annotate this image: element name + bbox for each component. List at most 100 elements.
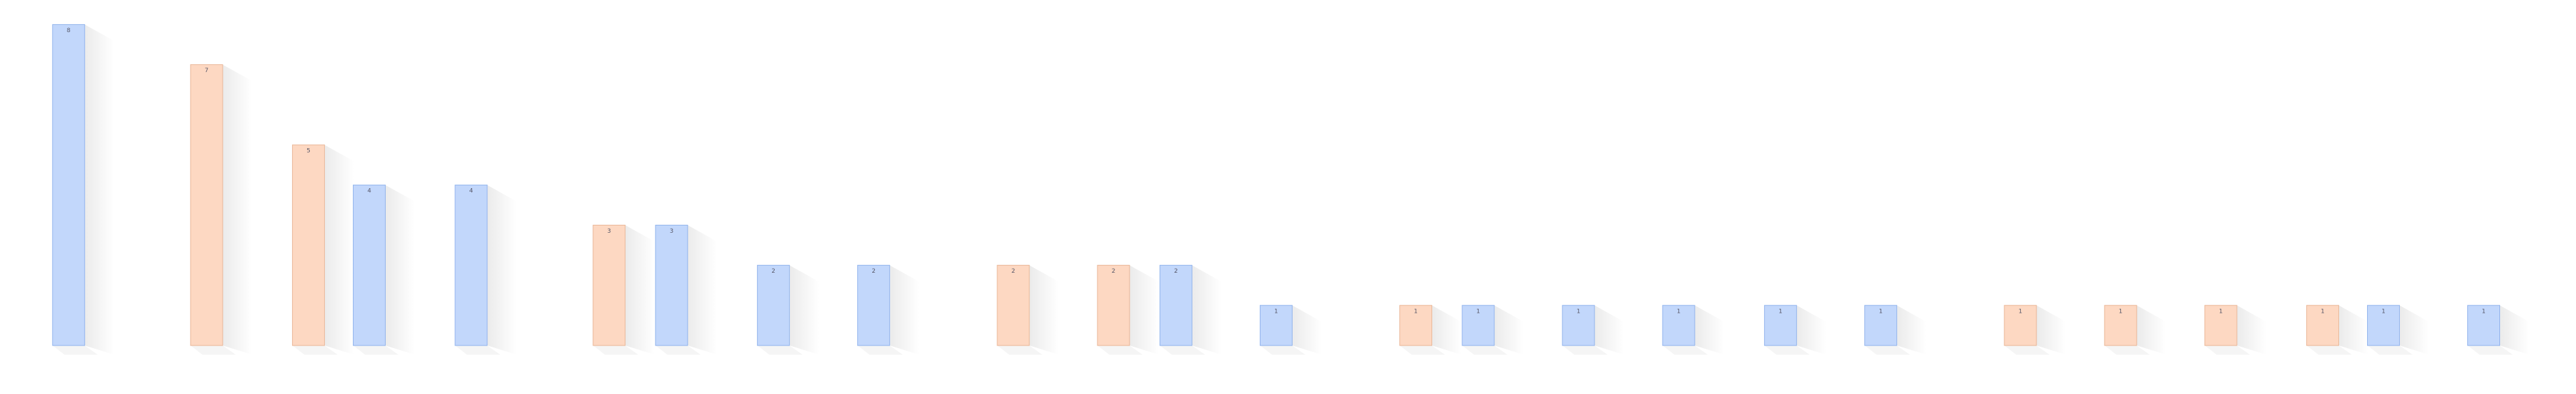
- value-label: 2: [1012, 268, 1016, 275]
- value-label: 1: [1274, 308, 1278, 315]
- bar: [292, 144, 325, 346]
- bar-shadow: [2004, 345, 2050, 355]
- bar-shadow: [191, 345, 236, 355]
- bar-shadow: [857, 345, 903, 355]
- bar: [2104, 305, 2137, 346]
- value-label: 1: [2019, 308, 2023, 315]
- bar-shadow: [454, 345, 500, 355]
- bar-shadow: [1562, 345, 1608, 355]
- value-label: 1: [2482, 308, 2486, 315]
- bar: [352, 184, 386, 346]
- bar-shadow: [52, 345, 98, 355]
- bar: [2366, 305, 2400, 346]
- bar-shadow: [1192, 265, 1222, 355]
- bar-shadow: [789, 265, 819, 355]
- value-label: 4: [469, 188, 473, 195]
- bar-shadow: [487, 185, 517, 355]
- bar: [1159, 265, 1192, 346]
- bar-shadow: [688, 225, 718, 355]
- bar-shadow: [625, 225, 655, 355]
- bar-shadow: [84, 24, 115, 355]
- bar-shadow: [1494, 305, 1524, 355]
- value-label: 2: [872, 268, 875, 275]
- bar: [593, 224, 626, 346]
- bar: [757, 265, 790, 346]
- bar-shadow: [655, 345, 701, 355]
- bar-shadow: [2205, 345, 2251, 355]
- bar-shadow: [1130, 265, 1160, 355]
- bar-shadow: [1029, 265, 1059, 355]
- bar-shadow: [1462, 345, 1508, 355]
- bar-shadow: [2137, 305, 2167, 355]
- bar-shadow: [2467, 345, 2513, 355]
- bar-shadow: [757, 345, 803, 355]
- bar: [190, 64, 223, 346]
- bar-shadow: [1260, 345, 1306, 355]
- value-label: 2: [1174, 268, 1178, 275]
- value-label: 3: [607, 228, 611, 235]
- bar: [1562, 305, 1595, 346]
- bar-shadow: [1695, 305, 1725, 355]
- bar: [1399, 305, 1433, 346]
- bar-shadow: [2499, 305, 2530, 355]
- value-label: 1: [2119, 308, 2123, 315]
- bar-shadow: [1663, 345, 1708, 355]
- bar-shadow: [1097, 345, 1143, 355]
- value-label: 1: [1414, 308, 1418, 315]
- bar-shadow: [1764, 345, 1810, 355]
- bar: [857, 265, 891, 346]
- bar: [52, 24, 85, 346]
- value-label: 2: [1112, 268, 1116, 275]
- bar: [2204, 305, 2237, 346]
- bar: [1662, 305, 1695, 346]
- bar-shadow: [353, 345, 399, 355]
- bar-shadow: [2237, 305, 2267, 355]
- bar: [2306, 305, 2340, 346]
- bar-shadow: [997, 345, 1042, 355]
- value-label: 1: [2382, 308, 2385, 315]
- bar-shadow: [1594, 305, 1625, 355]
- bar-shadow: [324, 145, 354, 355]
- bar: [655, 224, 688, 346]
- value-label: 2: [771, 268, 775, 275]
- value-label: 4: [367, 188, 371, 195]
- value-label: 1: [1677, 308, 1681, 315]
- bar: [997, 265, 1030, 346]
- bar: [1764, 305, 1797, 346]
- value-label: 1: [1477, 308, 1481, 315]
- value-label: 1: [1879, 308, 1883, 315]
- bar-shadow: [292, 345, 338, 355]
- bar-shadow: [223, 64, 253, 355]
- bar-shadow: [889, 265, 919, 355]
- value-label: 7: [205, 68, 209, 74]
- bar: [1259, 305, 1293, 346]
- bar-shadow: [2036, 305, 2066, 355]
- bar-shadow: [1896, 305, 1926, 355]
- value-label: 1: [2219, 308, 2223, 315]
- bar: [454, 184, 488, 346]
- value-label: 1: [1577, 308, 1581, 315]
- bar: [1462, 305, 1495, 346]
- bar: [1864, 305, 1898, 346]
- bar-shadow: [1160, 345, 1205, 355]
- bar-shadow: [385, 185, 415, 355]
- bar-shadow: [1431, 305, 1462, 355]
- bar: [2004, 305, 2037, 346]
- bar-shadow: [1399, 345, 1445, 355]
- bar: [2467, 305, 2501, 346]
- value-label: 3: [670, 228, 674, 235]
- bar-shadow: [1292, 305, 1322, 355]
- bar-shadow: [2306, 345, 2352, 355]
- value-label: 8: [67, 28, 71, 34]
- value-label: 5: [306, 148, 310, 155]
- bar-shadow: [2399, 305, 2429, 355]
- bar-shadow: [593, 345, 638, 355]
- bar-shadow: [1864, 345, 1910, 355]
- bar-shadow: [2105, 345, 2150, 355]
- bar-shadow: [2367, 345, 2413, 355]
- value-label: 1: [2321, 308, 2325, 315]
- bar-shadow: [1796, 305, 1826, 355]
- value-label: 1: [1778, 308, 1782, 315]
- bar: [1097, 265, 1130, 346]
